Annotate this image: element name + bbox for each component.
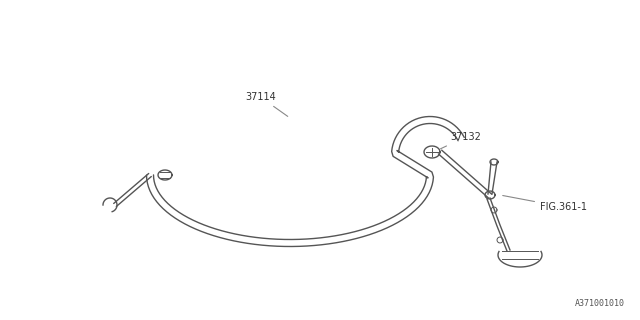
Text: A371001010: A371001010: [575, 299, 625, 308]
Text: 37132: 37132: [440, 132, 481, 149]
Text: FIG.361-1: FIG.361-1: [503, 196, 587, 212]
Text: 37114: 37114: [245, 92, 288, 116]
